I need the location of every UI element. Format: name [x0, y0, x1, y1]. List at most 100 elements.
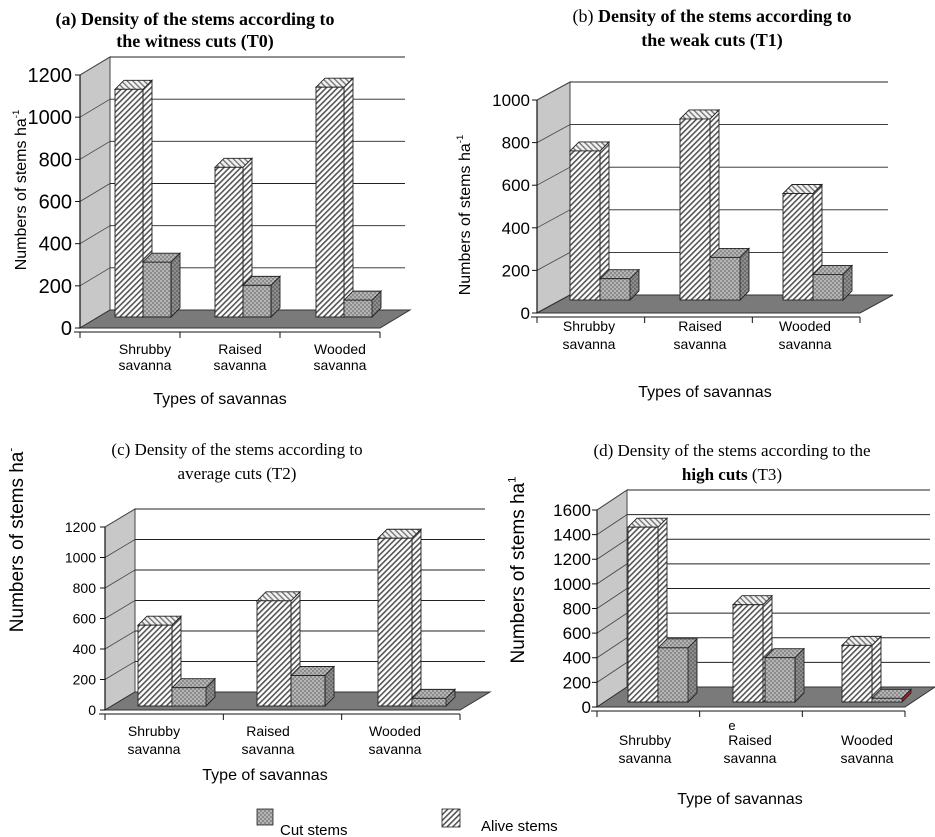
x-axis-label: Type of savannas [677, 791, 802, 808]
y-axis-label: Numbers of stems ha-1 [455, 135, 474, 296]
category-label: Raised [218, 341, 262, 357]
chart-panel-3: 0 200 400 600 800 1000 1200 1400 1600 Shrubby sava… [506, 441, 935, 808]
category-label: Wooded [314, 341, 366, 357]
legend-label-cut: Cut stems [280, 822, 348, 837]
legend: Cut stems Alive stems [256, 808, 558, 837]
gridline-wall [104, 508, 136, 528]
y-tick-label: 200 [39, 276, 72, 298]
bar-alive-stems [376, 528, 423, 708]
legend-swatch-cut [256, 808, 274, 826]
category-label: Raised [678, 318, 722, 334]
gridline-wall [79, 183, 111, 202]
category-label: savanna [214, 357, 267, 373]
chart-title-bold-part: the weak cuts (T1) [641, 30, 783, 51]
chart-title-line: the weak cuts (T1) [641, 30, 783, 51]
bar-cut-stems [410, 688, 457, 708]
y-axis-label-superscript: - [5, 448, 17, 452]
gridline-wall [104, 661, 136, 680]
gridline-wall [104, 539, 136, 558]
y-tick-label: 600 [73, 610, 97, 626]
bar-alive-stems [781, 183, 824, 302]
category-label: savanna [369, 741, 422, 757]
category-label: savanna [619, 750, 672, 766]
y-tick-label: 1200 [65, 519, 96, 535]
bar-cut-stems [656, 637, 699, 704]
bar-cut-stems [342, 290, 383, 319]
y-tick-label: 1200 [553, 550, 591, 569]
category-label: Shrubby [119, 341, 171, 357]
y-tick-label: 200 [563, 673, 591, 692]
gridline-wall [596, 489, 628, 511]
gridline-wall [596, 637, 628, 659]
gridline-wall [79, 225, 111, 245]
chart-title-bold-part: Density of the stems according to [598, 6, 851, 26]
bar-cut-stems [708, 247, 751, 302]
category-label: Shrubby [128, 723, 180, 739]
gridline-wall [536, 124, 571, 143]
gridline-wall [79, 98, 111, 118]
y-tick-label: 400 [73, 641, 97, 657]
y-tick-label: 200 [73, 671, 97, 687]
chart-title-normal-part: average cuts (T2) [178, 464, 297, 483]
category-label: Wooded [841, 732, 893, 748]
chart-title-line: the witness cuts (T0) [116, 31, 274, 52]
y-tick-label: 400 [502, 219, 530, 238]
y-tick-label: 800 [73, 580, 97, 596]
category-label: savanna [563, 336, 616, 352]
y-tick-label: 400 [39, 234, 72, 256]
gridline-wall [536, 209, 571, 229]
category-label: savanna [841, 750, 894, 766]
chart-title-bold-part: (a) Density of the stems according to [56, 9, 335, 30]
category-extra-mark: e [728, 718, 735, 733]
x-axis-label: Types of savannas [153, 391, 286, 408]
y-tick-label: 1000 [553, 575, 591, 594]
category-label: savanna [724, 750, 777, 766]
category-label: savanna [779, 336, 832, 352]
y-tick-label: 800 [502, 134, 530, 153]
chart-title-bold-part: high cuts [682, 465, 748, 484]
y-tick-label: 1000 [492, 91, 530, 110]
y-axis-label-superscript: 1 [506, 477, 518, 483]
y-axis-label: Numbers of stems ha-1 [11, 110, 30, 271]
x-axis-label: Type of savannas [202, 767, 327, 784]
gridline-wall [596, 563, 628, 585]
gridline-wall [596, 662, 628, 683]
bar-cut-stems [811, 264, 854, 302]
y-tick-label: 1600 [553, 501, 591, 520]
chart-panel-0: 020040060080010001200ShrubbysavannaRaise… [11, 9, 412, 408]
bar-alive-stems [568, 140, 611, 302]
chart-title-bold-part: the witness cuts (T0) [116, 31, 274, 52]
bar-cut-stems [241, 275, 282, 319]
y-tick-label: 0 [582, 698, 591, 717]
bar-alive-stems [213, 157, 254, 319]
y-tick-label: 800 [563, 599, 591, 618]
category-label: Shrubby [619, 732, 671, 748]
legend-swatch-alive [441, 808, 461, 828]
side-wall [536, 81, 571, 314]
y-axis-label-superscript: -1 [455, 135, 466, 144]
bar-cut-stems [289, 665, 336, 708]
category-label: Raised [728, 732, 772, 748]
bar-cut-stems [870, 688, 913, 704]
gridline-wall [536, 166, 571, 186]
category-label: Shrubby [563, 318, 615, 334]
y-tick-label: 600 [563, 624, 591, 643]
gridline-wall [596, 538, 628, 560]
gridline-wall [104, 569, 136, 589]
gridline-wall [104, 630, 136, 650]
y-axis-label-text: Numbers of stems ha [457, 143, 474, 295]
y-axis-label-text: Numbers of stems ha [13, 118, 30, 270]
bar-alive-stems [314, 77, 355, 319]
chart-title-normal-part: (c) Density of the stems according to [111, 440, 362, 459]
x-axis-label: Types of savannas [638, 384, 771, 401]
y-axis-label: Numbers of stems ha1 [506, 477, 529, 664]
y-tick-label: 600 [39, 192, 72, 214]
category-label: savanna [119, 357, 172, 373]
chart-title-normal-part: (d) Density of the stems according to th… [593, 441, 870, 460]
gridline-wall [596, 588, 628, 609]
y-axis-label-text: Numbers of stems ha [508, 482, 529, 663]
y-axis-label: Numbers of stems ha- [5, 448, 28, 633]
y-tick-label: 200 [502, 261, 530, 280]
gridline-wall [79, 56, 111, 76]
